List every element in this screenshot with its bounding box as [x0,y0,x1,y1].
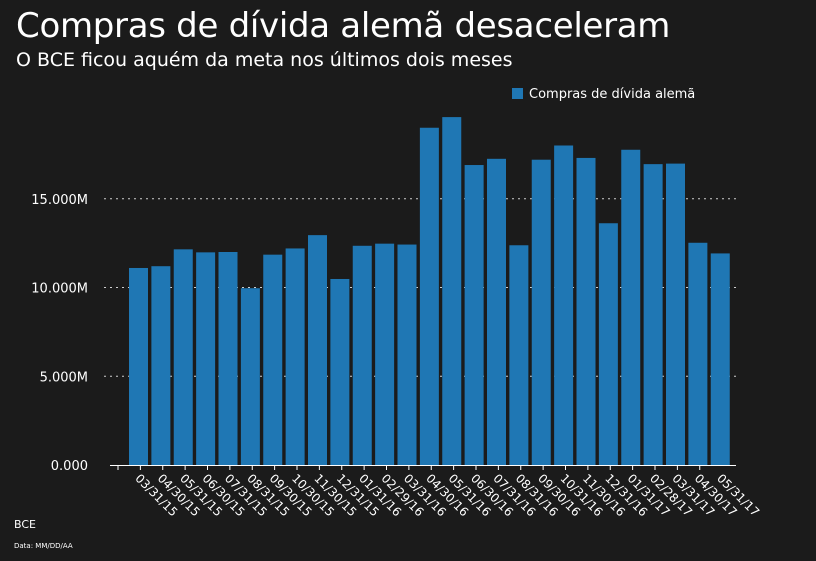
chart-title: Compras de dívida alemã desaceleram [16,6,671,46]
y-tick-label: 10.000M [31,282,88,297]
bar [509,245,529,465]
bar [464,165,484,465]
bar [352,245,372,465]
bar [240,288,260,465]
bar [531,159,551,465]
bar [151,266,171,465]
bar [196,252,216,465]
y-tick-label: 15.000M [31,193,88,208]
bar [621,149,641,465]
source-label: BCE [14,518,36,531]
bar [129,267,148,465]
bar [218,252,238,465]
bar [688,242,708,465]
chart-subtitle: O BCE ficou aquém da meta nos últimos do… [16,49,513,71]
y-tick-label: 0.000 [51,459,88,474]
bar [598,223,618,465]
bar [710,253,730,465]
bar [308,235,327,465]
bar [263,254,283,465]
bar [285,248,305,465]
bar [173,249,193,465]
bar [397,244,417,465]
bar [576,157,596,466]
bar [375,243,395,465]
date-format-note: Data: MM/DD/AA [14,542,73,550]
legend-swatch [512,88,523,99]
bar [666,163,685,466]
y-tick-label: 5.000M [40,370,88,385]
bar [419,127,439,465]
bar [554,145,574,465]
bar [643,164,663,465]
bar [330,278,350,465]
bar [487,158,506,465]
legend-label: Compras de dívida alemã [529,87,695,102]
bar [442,117,462,465]
